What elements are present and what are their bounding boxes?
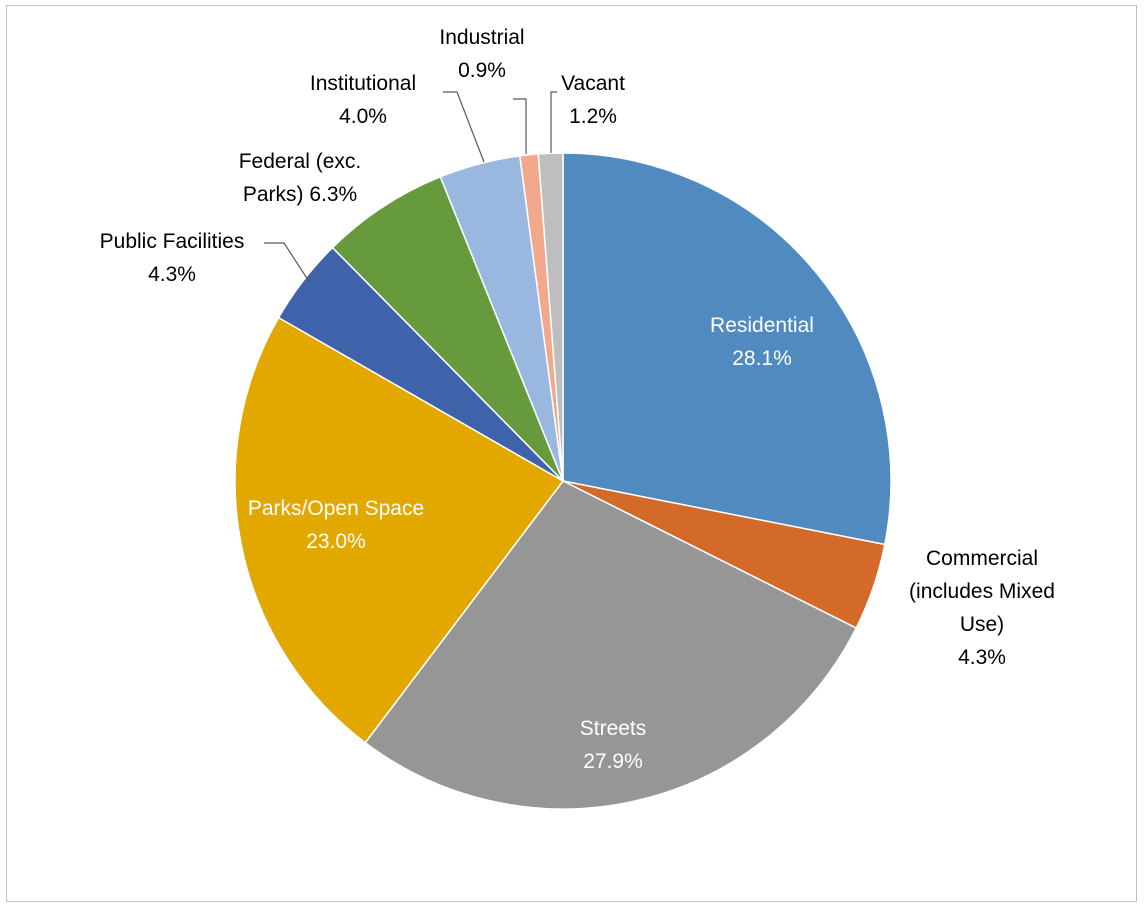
pie-slice-streets	[364, 480, 858, 810]
slice-label-vacant: Vacant	[561, 72, 625, 95]
slice-value-public-facilities: 4.3%	[148, 263, 196, 286]
slice-label-industrial: Industrial	[439, 26, 524, 49]
chart-frame: Residential 28.1% Commercial (includes Mixe…	[6, 5, 1137, 902]
slice-value-streets: 27.9%	[583, 750, 643, 773]
slice-label-commercial-includes-mixed-use: (includes Mixed	[909, 580, 1055, 603]
slice-labels: Residential 28.1% Commercial (includes Mixe…	[100, 26, 1055, 773]
slice-value-vacant: 1.2%	[569, 105, 617, 128]
slice-label-parks-open-space: Parks/Open Space	[248, 497, 424, 520]
slice-label-federal-exc-parks: Federal (exc.	[239, 150, 362, 173]
slice-label-commercial-includes-mixed-use: Commercial	[926, 547, 1038, 570]
slice-value-institutional: 4.0%	[339, 105, 387, 128]
slice-label-federal-exc-parks: Parks) 6.3%	[243, 183, 357, 206]
slice-value-parks-open-space: 23.0%	[306, 530, 366, 553]
leader-lines	[264, 91, 557, 284]
leader-line	[513, 98, 527, 154]
pie-slice-parks-open-space	[234, 316, 565, 744]
slice-value-industrial: 0.9%	[458, 59, 506, 82]
slice-label-public-facilities: Public Facilities	[100, 230, 245, 253]
leader-line	[550, 91, 557, 153]
slice-label-institutional: Institutional	[310, 72, 416, 95]
leader-line	[264, 242, 311, 284]
pie-slice-vacant	[537, 152, 564, 482]
pie-slice-federal-exc-parks	[331, 175, 564, 482]
slice-value-commercial-includes-mixed-use: 4.3%	[958, 646, 1006, 669]
pie-chart: Residential 28.1% Commercial (includes Mixe…	[100, 26, 1055, 810]
slice-label-commercial-includes-mixed-use: Use)	[960, 613, 1004, 636]
leader-line	[443, 91, 485, 163]
slice-value-residential: 28.1%	[732, 347, 792, 370]
slice-label-residential: Residential	[710, 314, 814, 337]
slice-label-streets: Streets	[580, 717, 647, 740]
pie-slice-residential	[562, 152, 892, 546]
pie-slices	[234, 152, 892, 810]
